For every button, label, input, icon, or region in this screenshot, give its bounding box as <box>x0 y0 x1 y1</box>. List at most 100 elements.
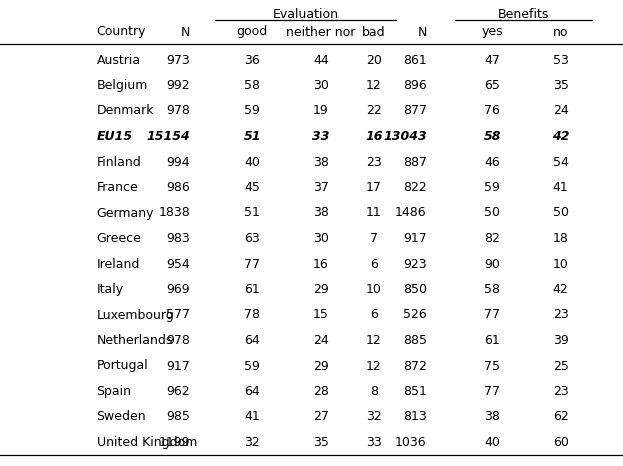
Text: 25: 25 <box>553 359 569 372</box>
Text: 51: 51 <box>244 206 260 219</box>
Text: yes: yes <box>482 26 503 39</box>
Text: 32: 32 <box>244 436 260 449</box>
Text: 917: 917 <box>403 232 427 245</box>
Text: 82: 82 <box>484 232 500 245</box>
Text: 23: 23 <box>366 156 382 169</box>
Text: 12: 12 <box>366 359 382 372</box>
Text: 29: 29 <box>313 283 329 296</box>
Text: 885: 885 <box>402 334 427 347</box>
Text: 973: 973 <box>166 54 190 67</box>
Text: 850: 850 <box>402 283 427 296</box>
Text: 51: 51 <box>244 130 261 143</box>
Text: 992: 992 <box>166 79 190 92</box>
Text: 54: 54 <box>553 156 569 169</box>
Text: 64: 64 <box>244 385 260 398</box>
Text: 10: 10 <box>553 258 569 270</box>
Text: 30: 30 <box>313 79 329 92</box>
Text: Evaluation: Evaluation <box>272 8 338 21</box>
Text: good: good <box>237 26 268 39</box>
Text: 62: 62 <box>553 411 569 424</box>
Text: 40: 40 <box>484 436 500 449</box>
Text: 38: 38 <box>313 206 329 219</box>
Text: 969: 969 <box>166 283 190 296</box>
Text: 44: 44 <box>313 54 329 67</box>
Text: 41: 41 <box>244 411 260 424</box>
Text: 10: 10 <box>366 283 382 296</box>
Text: 75: 75 <box>484 359 500 372</box>
Text: 63: 63 <box>244 232 260 245</box>
Text: 954: 954 <box>166 258 190 270</box>
Text: 45: 45 <box>244 181 260 194</box>
Text: 18: 18 <box>553 232 569 245</box>
Text: 77: 77 <box>484 308 500 322</box>
Text: 6: 6 <box>370 258 378 270</box>
Text: 1036: 1036 <box>395 436 427 449</box>
Text: 23: 23 <box>553 308 569 322</box>
Text: Spain: Spain <box>97 385 131 398</box>
Text: 39: 39 <box>553 334 569 347</box>
Text: Belgium: Belgium <box>97 79 148 92</box>
Text: 1838: 1838 <box>158 206 190 219</box>
Text: 38: 38 <box>484 411 500 424</box>
Text: Ireland: Ireland <box>97 258 140 270</box>
Text: 50: 50 <box>484 206 500 219</box>
Text: 1486: 1486 <box>395 206 427 219</box>
Text: 90: 90 <box>484 258 500 270</box>
Text: 77: 77 <box>244 258 260 270</box>
Text: 33: 33 <box>312 130 330 143</box>
Text: 983: 983 <box>166 232 190 245</box>
Text: N: N <box>181 26 190 39</box>
Text: 19: 19 <box>313 104 329 117</box>
Text: 61: 61 <box>484 334 500 347</box>
Text: 65: 65 <box>484 79 500 92</box>
Text: 13043: 13043 <box>383 130 427 143</box>
Text: United Kingdom: United Kingdom <box>97 436 197 449</box>
Text: Greece: Greece <box>97 232 141 245</box>
Text: 813: 813 <box>403 411 427 424</box>
Text: bad: bad <box>362 26 386 39</box>
Text: 58: 58 <box>244 79 260 92</box>
Text: 60: 60 <box>553 436 569 449</box>
Text: 12: 12 <box>366 334 382 347</box>
Text: Portugal: Portugal <box>97 359 148 372</box>
Text: 978: 978 <box>166 334 190 347</box>
Text: 23: 23 <box>553 385 569 398</box>
Text: 917: 917 <box>166 359 190 372</box>
Text: Finland: Finland <box>97 156 141 169</box>
Text: 53: 53 <box>553 54 569 67</box>
Text: 29: 29 <box>313 359 329 372</box>
Text: 59: 59 <box>244 104 260 117</box>
Text: 851: 851 <box>403 385 427 398</box>
Text: 35: 35 <box>313 436 329 449</box>
Text: 15: 15 <box>313 308 329 322</box>
Text: 59: 59 <box>244 359 260 372</box>
Text: 12: 12 <box>366 79 382 92</box>
Text: 20: 20 <box>366 54 382 67</box>
Text: 32: 32 <box>366 411 382 424</box>
Text: 16: 16 <box>365 130 383 143</box>
Text: 11: 11 <box>366 206 382 219</box>
Text: 50: 50 <box>553 206 569 219</box>
Text: N: N <box>417 26 427 39</box>
Text: 994: 994 <box>166 156 190 169</box>
Text: 76: 76 <box>484 104 500 117</box>
Text: 978: 978 <box>166 104 190 117</box>
Text: 872: 872 <box>403 359 427 372</box>
Text: Germany: Germany <box>97 206 154 219</box>
Text: 1199: 1199 <box>158 436 190 449</box>
Text: 58: 58 <box>484 283 500 296</box>
Text: 923: 923 <box>403 258 427 270</box>
Text: 526: 526 <box>403 308 427 322</box>
Text: 46: 46 <box>484 156 500 169</box>
Text: 40: 40 <box>244 156 260 169</box>
Text: 22: 22 <box>366 104 382 117</box>
Text: 986: 986 <box>166 181 190 194</box>
Text: 8: 8 <box>370 385 378 398</box>
Text: Sweden: Sweden <box>97 411 146 424</box>
Text: 16: 16 <box>313 258 329 270</box>
Text: 822: 822 <box>403 181 427 194</box>
Text: 59: 59 <box>484 181 500 194</box>
Text: Country: Country <box>97 26 146 39</box>
Text: 64: 64 <box>244 334 260 347</box>
Text: 41: 41 <box>553 181 569 194</box>
